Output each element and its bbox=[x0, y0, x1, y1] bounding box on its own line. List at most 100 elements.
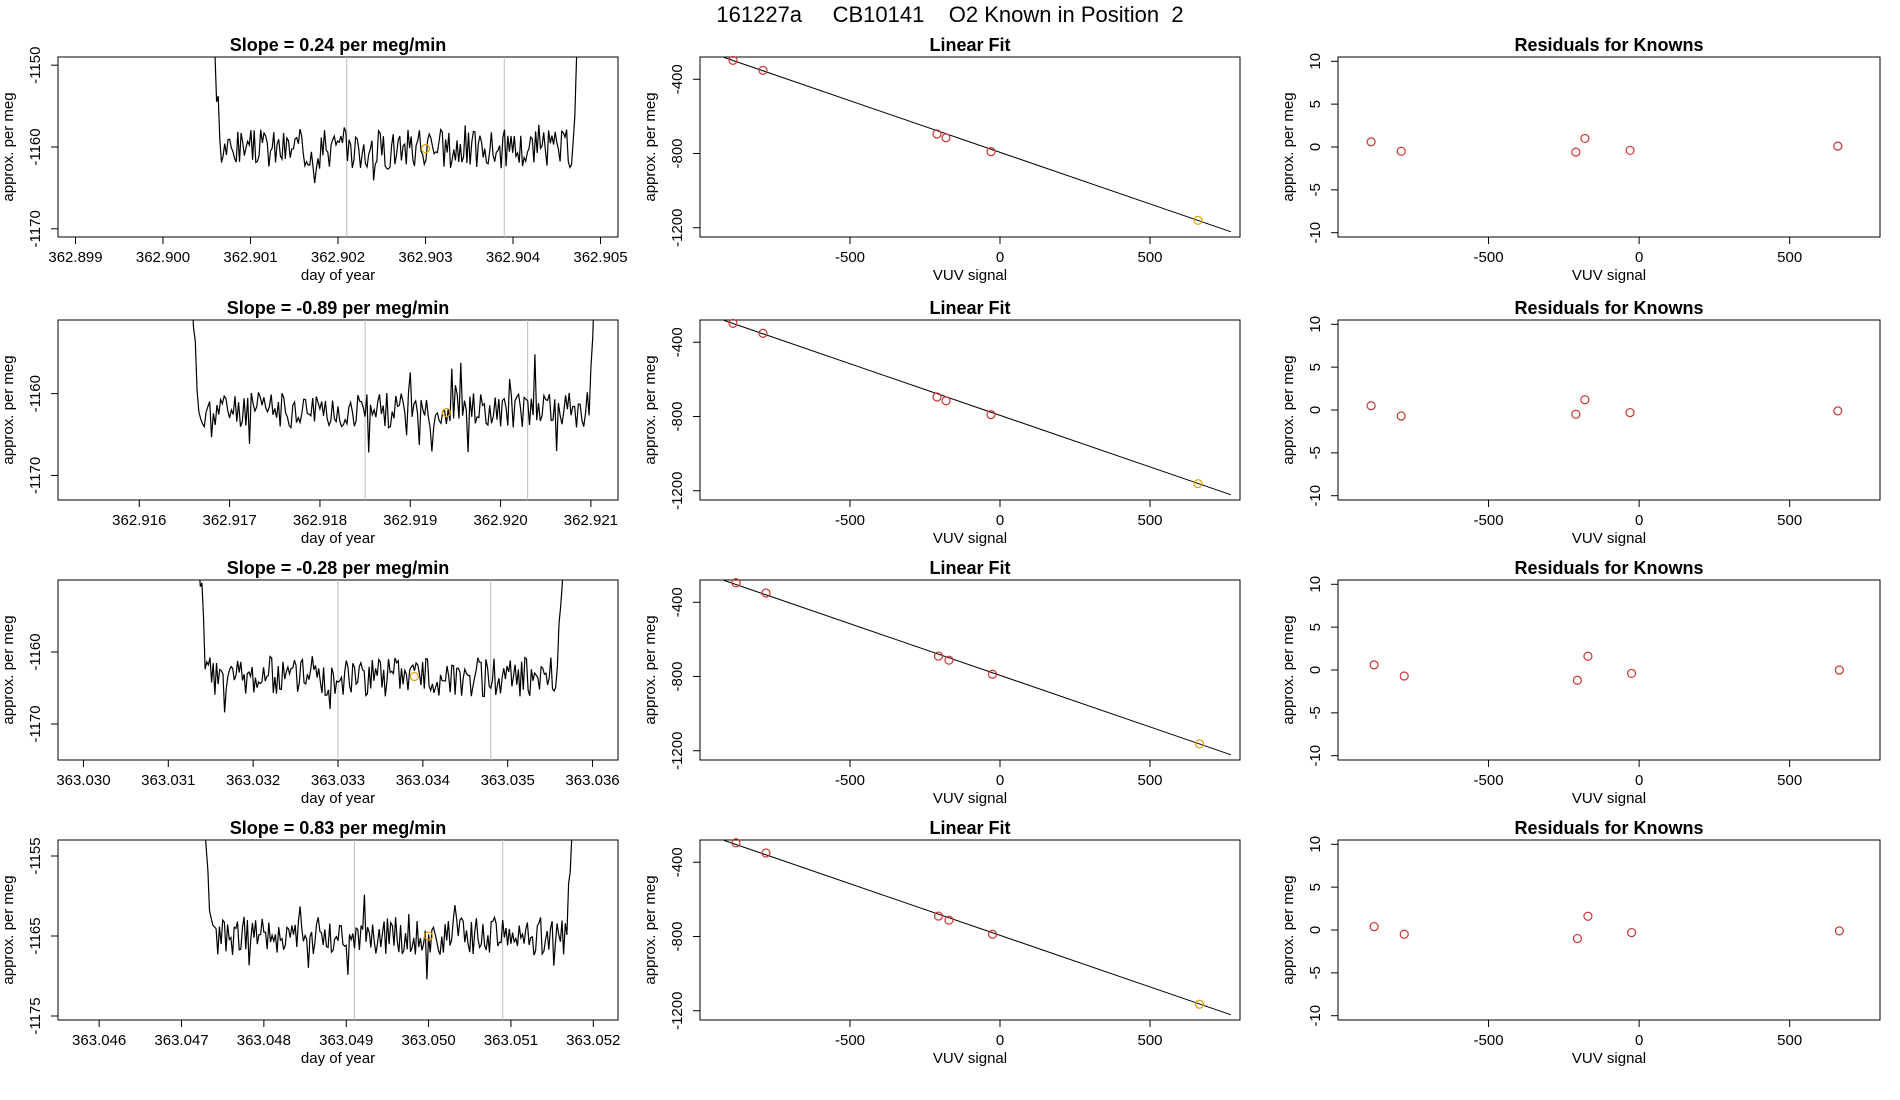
x-tick-label: 500 bbox=[1777, 249, 1802, 266]
x-tick-label: -500 bbox=[1474, 512, 1504, 529]
known-point bbox=[1369, 660, 1379, 670]
sample-point bbox=[1194, 999, 1205, 1009]
panel-fit-2: Linear Fit -500 0 500 VUV signal -400 -800 -120… bbox=[642, 298, 1241, 547]
fit-line bbox=[723, 580, 1232, 756]
y-tick-label: -800 bbox=[669, 401, 686, 431]
sample-point bbox=[420, 144, 431, 154]
x-tick-label: 363.034 bbox=[396, 772, 450, 789]
known-point bbox=[1583, 651, 1593, 661]
x-tick-label: 362.904 bbox=[486, 249, 540, 266]
y-tick-label: -1200 bbox=[669, 732, 686, 770]
trace-line bbox=[192, 320, 594, 453]
panel-fit-4: Linear Fit -500 0 500 VUV signal -400 -800 -120… bbox=[642, 818, 1241, 1067]
x-tick-label: 0 bbox=[996, 249, 1004, 266]
sample-point bbox=[1193, 479, 1203, 489]
y-tick-label: -1200 bbox=[669, 992, 686, 1030]
plot-frame bbox=[699, 839, 1241, 1021]
plot-frame bbox=[699, 579, 1241, 761]
x-axis-label: day of year bbox=[301, 1050, 375, 1067]
y-tick-label: -400 bbox=[669, 64, 686, 94]
panel-title: Slope = 0.83 per meg/min bbox=[230, 818, 447, 838]
plot-frame bbox=[699, 56, 1241, 238]
y-axis-label: approx. per meg bbox=[642, 92, 659, 201]
known-point bbox=[728, 318, 738, 328]
known-point bbox=[944, 915, 954, 925]
panel-title: Residuals for Knowns bbox=[1514, 558, 1703, 578]
x-tick-label: 500 bbox=[1777, 772, 1802, 789]
x-tick-label: 363.048 bbox=[237, 1032, 291, 1049]
y-tick-label: -10 bbox=[1307, 745, 1324, 767]
x-tick-label: 363.050 bbox=[401, 1032, 455, 1049]
x-tick-label: 363.035 bbox=[481, 772, 535, 789]
trace-line bbox=[205, 840, 573, 980]
plot-frame bbox=[1337, 579, 1881, 761]
known-point bbox=[761, 588, 771, 598]
known-point bbox=[1396, 146, 1406, 156]
panel-fit-1: Linear Fit -500 0 500 VUV signal -400 -800 -120… bbox=[642, 35, 1241, 284]
y-tick-label: -1175 bbox=[27, 997, 44, 1034]
panel-title: Residuals for Knowns bbox=[1514, 298, 1703, 318]
y-tick-label: -10 bbox=[1307, 222, 1324, 244]
y-tick-label: -1150 bbox=[27, 47, 44, 84]
sample-point bbox=[1193, 215, 1203, 225]
x-tick-label: 500 bbox=[1777, 1032, 1802, 1049]
y-tick-label: 10 bbox=[1307, 836, 1324, 853]
sample-point bbox=[1194, 739, 1205, 749]
y-axis-label: approx. per meg bbox=[642, 355, 659, 464]
known-point bbox=[1626, 927, 1637, 938]
x-tick-label: 362.919 bbox=[383, 512, 437, 529]
panel-title: Slope = -0.28 per meg/min bbox=[227, 558, 450, 578]
y-axis-label: approx. per meg bbox=[642, 615, 659, 724]
known-point bbox=[932, 392, 942, 402]
x-tick-label: 363.033 bbox=[311, 772, 365, 789]
y-tick-label: 10 bbox=[1307, 53, 1324, 70]
known-point bbox=[986, 147, 996, 157]
known-point bbox=[758, 65, 768, 75]
known-point bbox=[1625, 407, 1635, 418]
x-tick-label: 0 bbox=[1635, 249, 1643, 266]
known-point bbox=[987, 929, 998, 939]
x-tick-label: 500 bbox=[1777, 512, 1802, 529]
known-point bbox=[933, 651, 944, 661]
x-tick-label: 362.918 bbox=[293, 512, 347, 529]
x-axis-label: VUV signal bbox=[933, 530, 1007, 547]
plot-frame bbox=[1337, 56, 1881, 238]
y-tick-label: -800 bbox=[669, 921, 686, 951]
y-tick-label: -1200 bbox=[669, 209, 686, 247]
y-tick-label: -1170 bbox=[27, 705, 44, 742]
known-point bbox=[1572, 933, 1582, 944]
x-tick-label: 363.052 bbox=[566, 1032, 620, 1049]
y-tick-label: 5 bbox=[1307, 883, 1324, 891]
x-tick-label: 500 bbox=[1137, 1032, 1162, 1049]
y-tick-label: -1155 bbox=[27, 837, 44, 874]
known-point bbox=[1580, 133, 1590, 144]
x-tick-label: 362.921 bbox=[564, 512, 618, 529]
y-axis-label: approx. per meg bbox=[0, 92, 17, 201]
y-tick-label: -1170 bbox=[27, 210, 44, 247]
y-tick-label: 0 bbox=[1307, 406, 1324, 414]
y-tick-label: 10 bbox=[1307, 576, 1324, 593]
panel-fit-3: Linear Fit -500 0 500 VUV signal -400 -800 -120… bbox=[642, 558, 1241, 807]
panel-title: Linear Fit bbox=[929, 558, 1010, 578]
known-point bbox=[1625, 145, 1635, 156]
known-point bbox=[941, 396, 951, 406]
x-tick-label: 0 bbox=[1635, 1032, 1643, 1049]
x-tick-label: -500 bbox=[1474, 1032, 1504, 1049]
x-tick-label: 363.032 bbox=[226, 772, 280, 789]
known-point bbox=[932, 129, 942, 139]
trace-line bbox=[199, 580, 564, 713]
known-point bbox=[1833, 406, 1843, 416]
y-axis-label: approx. per meg bbox=[0, 355, 17, 464]
x-axis-label: VUV signal bbox=[1572, 1050, 1646, 1067]
x-tick-label: 0 bbox=[1635, 512, 1643, 529]
x-tick-label: 0 bbox=[996, 512, 1004, 529]
panel-title: Residuals for Knowns bbox=[1514, 35, 1703, 55]
known-point bbox=[1571, 147, 1581, 157]
y-tick-label: -800 bbox=[669, 138, 686, 168]
panel-title: Slope = -0.89 per meg/min bbox=[227, 298, 450, 318]
figure-title: 161227a CB10141 O2 Known in Position 2 bbox=[716, 2, 1184, 27]
x-tick-label: 362.902 bbox=[311, 249, 365, 266]
y-tick-label: 0 bbox=[1307, 666, 1324, 674]
plot-frame bbox=[57, 56, 619, 238]
